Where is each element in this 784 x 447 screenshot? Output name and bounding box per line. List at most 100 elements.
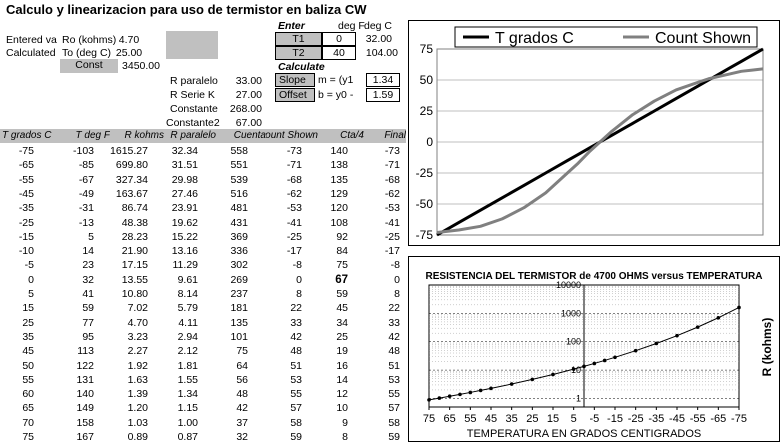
table-cell-cuenta[interactable]: 237 [230, 288, 248, 300]
table-cell-cta4[interactable]: 19 [336, 345, 348, 358]
t2-degf-input[interactable]: 40 [322, 46, 356, 60]
table-cell-r-paralelo[interactable]: 8.14 [177, 288, 198, 300]
table-cell-final[interactable]: 0 [394, 273, 400, 286]
table-cell-r-paralelo[interactable]: 27.46 [171, 187, 198, 200]
table-cell-cuenta[interactable]: 269 [230, 273, 248, 286]
table-cell-final[interactable]: -68 [384, 173, 400, 186]
const-value-cell[interactable]: 3450.00 [122, 60, 160, 72]
table-cell-final[interactable]: 42 [388, 330, 400, 343]
table-cell-t-deg-f[interactable]: 5 [88, 230, 94, 243]
table-cell-r-paralelo[interactable]: 1.34 [177, 388, 198, 401]
table-cell-cta4[interactable]: 75 [336, 259, 348, 272]
table-cell-cta4[interactable]: 138 [330, 159, 348, 172]
table-cell-cuenta[interactable]: 302 [230, 259, 248, 272]
table-cell-final[interactable]: -17 [384, 245, 400, 258]
table-cell-t-deg-f[interactable]: -31 [78, 202, 94, 215]
table-cell-t-grados-c[interactable]: -45 [18, 187, 34, 200]
table-cell-count-shown[interactable]: -62 [286, 187, 302, 200]
table-cell-r-paralelo[interactable]: 9.61 [177, 273, 198, 286]
table-cell-t-grados-c[interactable]: -10 [18, 245, 34, 258]
table-cell-t-deg-f[interactable]: 158 [76, 416, 94, 429]
table-cell-t-grados-c[interactable]: 0 [28, 273, 34, 286]
table-cell-count-shown[interactable]: 42 [290, 330, 302, 343]
table-cell-r-paralelo[interactable]: 29.98 [171, 173, 198, 186]
table-cell-t-grados-c[interactable]: 75 [22, 431, 34, 443]
table-cell-count-shown[interactable]: -71 [286, 159, 302, 172]
table-cell-final[interactable]: -8 [390, 259, 400, 272]
table-cell-cta4[interactable]: 34 [336, 316, 348, 329]
table-cell-r-kohms[interactable]: 28.23 [121, 230, 148, 243]
table-cell-count-shown[interactable]: 33 [290, 316, 302, 329]
table-cell-r-paralelo[interactable]: 31.51 [171, 159, 198, 172]
table-cell-r-paralelo[interactable]: 13.16 [171, 245, 198, 258]
param-value-constante2[interactable]: 67.00 [235, 117, 262, 129]
table-cell-cta4[interactable]: 8 [342, 431, 348, 443]
table-cell-t-deg-f[interactable]: 41 [82, 288, 94, 300]
param-value-r-paralelo[interactable]: 33.00 [235, 75, 262, 87]
table-cell-t-grados-c[interactable]: -75 [18, 145, 34, 157]
table-cell-r-kohms[interactable]: 1.39 [127, 388, 148, 401]
table-cell-cta4[interactable]: 140 [330, 145, 348, 157]
table-cell-r-paralelo[interactable]: 1.55 [177, 373, 198, 386]
table-cell-cta4[interactable]: 9 [342, 416, 348, 429]
table-cell-count-shown[interactable]: 55 [290, 388, 302, 401]
table-cell-r-kohms[interactable]: 1.63 [127, 373, 148, 386]
table-cell-r-paralelo[interactable]: 15.22 [171, 230, 198, 243]
table-cell-r-kohms[interactable]: 86.74 [121, 202, 148, 215]
table-cell-r-paralelo[interactable]: 2.12 [177, 345, 198, 358]
table-cell-r-paralelo[interactable]: 19.62 [171, 216, 198, 229]
table-cell-r-paralelo[interactable]: 32.34 [171, 145, 198, 157]
param-value-constante[interactable]: 268.00 [229, 103, 262, 115]
table-cell-final[interactable]: 53 [388, 373, 400, 386]
table-cell-r-kohms[interactable]: 48.38 [121, 216, 148, 229]
table-cell-r-paralelo[interactable]: 23.91 [171, 202, 198, 215]
table-cell-count-shown[interactable]: -8 [292, 259, 302, 272]
table-cell-t-grados-c[interactable]: 60 [22, 388, 34, 401]
table-cell-t-grados-c[interactable]: 35 [22, 330, 34, 343]
to-value-cell[interactable]: 25.00 [115, 47, 143, 59]
table-cell-t-grados-c[interactable]: 5 [28, 288, 34, 300]
table-cell-cuenta[interactable]: 32 [236, 431, 248, 443]
table-cell-t-deg-f[interactable]: 113 [77, 345, 94, 358]
table-cell-count-shown[interactable]: 48 [290, 345, 302, 358]
table-cell-t-deg-f[interactable]: 131 [76, 373, 94, 386]
table-cell-t-grados-c[interactable]: -25 [18, 216, 34, 229]
table-cell-cuenta[interactable]: 558 [230, 145, 248, 157]
table-cell-r-kohms[interactable]: 4.70 [127, 316, 148, 329]
table-cell-t-deg-f[interactable]: 23 [82, 259, 94, 272]
table-cell-cta4[interactable]: 92 [336, 230, 348, 243]
table-cell-t-deg-f[interactable]: 14 [82, 245, 94, 258]
table-cell-cuenta[interactable]: 42 [236, 402, 248, 415]
table-cell-r-kohms[interactable]: 13.55 [121, 273, 148, 286]
table-cell-t-grados-c[interactable]: -15 [18, 230, 34, 243]
table-cell-r-kohms[interactable]: 1.92 [127, 359, 148, 372]
table-cell-cuenta[interactable]: 75 [236, 345, 248, 358]
table-cell-final[interactable]: -73 [384, 145, 400, 157]
table-cell-cta4[interactable]: 84 [336, 245, 348, 258]
table-cell-r-kohms[interactable]: 3.23 [127, 330, 148, 343]
table-cell-r-kohms[interactable]: 0.89 [127, 431, 148, 443]
table-cell-t-grados-c[interactable]: -5 [24, 259, 34, 272]
table-cell-count-shown[interactable]: -25 [286, 230, 302, 243]
table-cell-r-kohms[interactable]: 163.67 [115, 187, 148, 200]
table-cell-r-kohms[interactable]: 10.80 [121, 288, 148, 300]
table-cell-t-grados-c[interactable]: 50 [22, 359, 34, 372]
table-cell-r-kohms[interactable]: 327.34 [115, 173, 148, 186]
table-cell-t-grados-c[interactable]: 65 [22, 402, 34, 415]
table-cell-final[interactable]: 33 [388, 316, 400, 329]
table-cell-t-deg-f[interactable]: -103 [72, 145, 94, 157]
table-cell-t-grados-c[interactable]: 15 [22, 302, 34, 315]
table-cell-t-deg-f[interactable]: 140 [76, 388, 94, 401]
table-cell-cuenta[interactable]: 37 [236, 416, 248, 429]
table-cell-r-kohms[interactable]: 1615.27 [110, 145, 148, 157]
table-cell-t-deg-f[interactable]: 77 [82, 316, 94, 329]
table-cell-r-paralelo[interactable]: 1.15 [177, 402, 198, 415]
table-cell-t-deg-f[interactable]: 122 [76, 359, 94, 372]
table-cell-cta4[interactable]: 67 [335, 273, 348, 286]
table-cell-cta4[interactable]: 16 [336, 359, 348, 372]
table-cell-count-shown[interactable]: -68 [286, 173, 302, 186]
table-cell-count-shown[interactable]: 57 [290, 402, 302, 415]
table-cell-final[interactable]: -62 [384, 187, 400, 200]
table-cell-count-shown[interactable]: 51 [290, 359, 302, 372]
table-cell-cuenta[interactable]: 336 [230, 245, 248, 258]
